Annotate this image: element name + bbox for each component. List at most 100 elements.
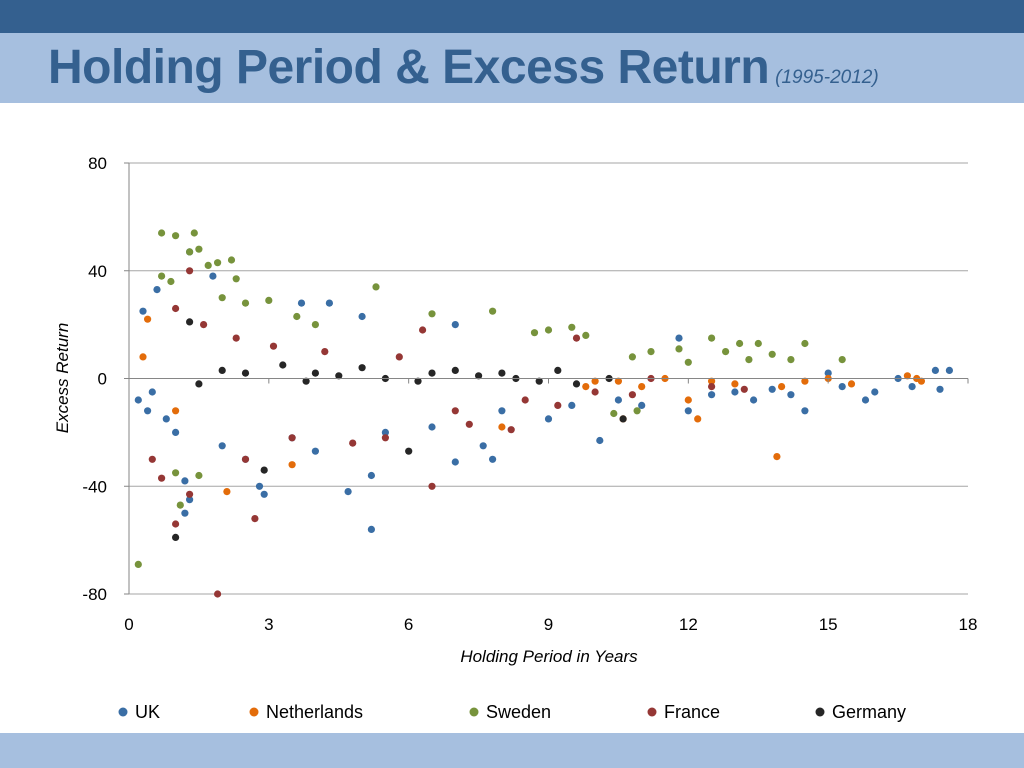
data-point-germany [358, 364, 366, 372]
y-tick-label: -80 [82, 585, 107, 604]
slide-title: Holding Period & Excess Return (1995-2012… [48, 40, 879, 95]
data-point-sweden [754, 339, 762, 348]
data-point-sweden [158, 229, 166, 237]
data-point-france [507, 426, 515, 434]
data-point-france [465, 420, 473, 428]
data-point-germany [414, 377, 422, 385]
data-point-germany [302, 377, 310, 385]
data-point-france [591, 388, 599, 396]
y-tick-label: -40 [82, 477, 107, 496]
data-point-uk [568, 401, 576, 409]
data-point-uk [596, 436, 604, 445]
data-point-france [321, 348, 329, 356]
data-point-uk [255, 482, 264, 490]
data-point-germany [195, 380, 203, 388]
data-point-netherlands [172, 407, 180, 415]
data-point-france [451, 407, 459, 415]
data-point-uk [451, 321, 459, 329]
data-point-france [708, 383, 716, 391]
legend-marker-uk [118, 707, 128, 717]
data-point-germany [311, 369, 319, 377]
data-point-france [200, 321, 208, 329]
data-point-sweden [186, 248, 194, 256]
data-point-france [521, 396, 529, 404]
data-point-netherlands [778, 383, 786, 391]
data-point-france [428, 482, 436, 490]
data-point-sweden [633, 407, 641, 415]
data-point-netherlands [498, 423, 506, 431]
data-point-sweden [838, 356, 846, 364]
data-point-uk [498, 407, 506, 415]
legend-label-sweden: Sweden [486, 702, 551, 722]
data-point-uk [153, 286, 161, 294]
data-point-uk [162, 415, 170, 423]
data-point-france [172, 304, 180, 313]
data-point-netherlands [139, 353, 147, 361]
data-point-germany [554, 366, 562, 374]
data-point-uk [708, 391, 716, 399]
data-point-sweden [708, 334, 716, 342]
data-point-uk [936, 385, 944, 393]
data-point-france [186, 490, 194, 498]
data-point-germany [619, 415, 627, 423]
data-point-france [172, 520, 180, 528]
data-point-uk [908, 383, 916, 391]
data-point-uk [181, 477, 189, 485]
data-point-sweden [293, 312, 301, 321]
data-point-uk [144, 407, 152, 415]
data-point-sweden [787, 356, 795, 364]
data-point-france [251, 515, 259, 523]
data-point-sweden [158, 272, 166, 280]
data-point-france [214, 590, 222, 598]
data-point-uk [218, 442, 226, 450]
data-point-uk [871, 388, 879, 396]
data-point-sweden [610, 409, 618, 418]
data-point-france [554, 401, 562, 409]
data-point-uk [479, 442, 487, 450]
data-point-netherlands [144, 315, 152, 323]
data-point-germany [335, 372, 343, 380]
y-tick-label: 0 [98, 370, 107, 389]
data-point-uk [209, 272, 217, 280]
data-point-uk [297, 299, 306, 307]
data-point-france [148, 455, 156, 463]
top-band [0, 0, 1024, 33]
data-point-france [158, 474, 166, 482]
data-point-germany [535, 377, 543, 385]
data-point-germany [475, 372, 483, 380]
data-point-uk [931, 366, 940, 374]
legend-marker-germany [815, 707, 825, 717]
legend-marker-sweden [469, 707, 479, 717]
legend-label-germany: Germany [832, 702, 906, 722]
data-point-netherlands [591, 377, 599, 385]
data-point-netherlands [582, 383, 590, 391]
data-point-france [740, 385, 748, 393]
data-point-uk [260, 490, 268, 498]
data-point-uk [614, 396, 623, 404]
x-tick-label: 18 [959, 615, 978, 634]
data-point-uk [344, 488, 352, 496]
y-tick-label: 80 [88, 154, 107, 173]
data-point-france [572, 334, 581, 342]
data-point-sweden [530, 329, 539, 337]
bottom-band [0, 733, 1024, 768]
data-point-sweden [722, 348, 730, 356]
data-point-germany [428, 369, 436, 377]
x-tick-label: 15 [819, 615, 838, 634]
data-point-sweden [628, 353, 637, 361]
data-point-germany [279, 361, 287, 369]
data-point-sweden [489, 307, 497, 315]
data-point-uk [358, 312, 366, 321]
data-point-sweden [190, 229, 198, 237]
scatter-points [134, 229, 954, 598]
data-point-sweden [544, 326, 553, 334]
data-point-uk [139, 307, 147, 315]
legend-label-uk: UK [135, 702, 160, 722]
data-point-sweden [204, 261, 212, 269]
data-point-sweden [241, 299, 250, 307]
axes [124, 162, 969, 595]
data-point-netherlands [638, 383, 646, 391]
data-point-uk [638, 401, 646, 409]
data-point-uk [861, 396, 870, 404]
